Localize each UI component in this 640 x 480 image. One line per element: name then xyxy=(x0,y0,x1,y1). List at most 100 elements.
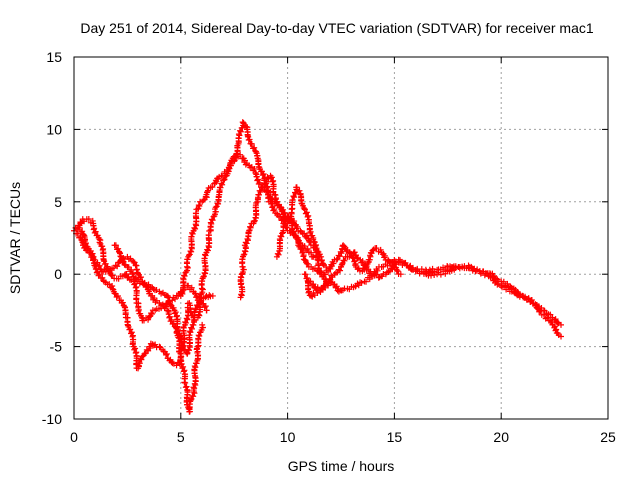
data-point xyxy=(191,385,198,392)
data-point xyxy=(537,308,544,314)
data-point xyxy=(180,363,187,370)
data-point xyxy=(314,256,321,263)
data-point xyxy=(278,233,285,240)
series-track-8 xyxy=(273,213,404,278)
plot-frame xyxy=(73,56,609,420)
data-point xyxy=(221,176,228,183)
data-point xyxy=(74,230,81,237)
data-point xyxy=(397,271,404,278)
data-point xyxy=(243,240,250,247)
data-point xyxy=(119,299,126,306)
data-point xyxy=(189,230,196,237)
data-point xyxy=(92,228,99,235)
data-point xyxy=(373,245,380,252)
x-tick-label: 15 xyxy=(387,429,403,445)
data-point xyxy=(109,285,116,292)
series-track-10 xyxy=(305,249,565,340)
data-point xyxy=(187,396,194,403)
data-point xyxy=(237,128,244,135)
data-point xyxy=(94,259,101,266)
data-point xyxy=(366,276,373,283)
data-point xyxy=(128,266,135,273)
data-point xyxy=(172,309,179,316)
data-point xyxy=(150,286,157,293)
data-point xyxy=(240,252,247,259)
data-point xyxy=(397,258,404,265)
data-point xyxy=(136,360,143,367)
y-tick-label: -10 xyxy=(42,411,62,427)
y-tick-label: 10 xyxy=(46,121,62,137)
data-point xyxy=(516,293,523,300)
data-point xyxy=(114,293,121,300)
data-point xyxy=(384,262,391,269)
data-point xyxy=(172,296,179,303)
data-point xyxy=(91,225,98,232)
data-point xyxy=(260,183,267,190)
data-point xyxy=(147,345,154,352)
data-point xyxy=(239,119,246,126)
data-point xyxy=(368,250,375,257)
data-point xyxy=(85,216,92,223)
axes: 0 5 10 15 20 25 -10 -5 0 5 10 15 xyxy=(42,49,616,445)
data-point xyxy=(553,326,560,333)
data-point xyxy=(307,249,314,256)
data-point xyxy=(275,251,282,258)
data-point xyxy=(304,260,311,267)
data-point xyxy=(159,301,166,308)
data-point xyxy=(304,213,311,220)
data-point xyxy=(257,189,264,196)
data-point xyxy=(167,301,174,308)
data-point xyxy=(449,264,456,271)
data-point xyxy=(168,316,175,323)
data-point xyxy=(311,239,318,246)
data-point xyxy=(374,267,381,274)
data-point xyxy=(91,256,98,263)
data-point xyxy=(330,260,337,267)
x-tick-label: 5 xyxy=(177,429,185,445)
data-point xyxy=(515,290,522,297)
data-point xyxy=(206,292,213,299)
data-point xyxy=(208,220,215,227)
chart-title: Day 251 of 2014, Sidereal Day-to-day VTE… xyxy=(80,20,593,36)
data-point xyxy=(163,350,170,357)
data-point xyxy=(251,218,258,225)
data-point xyxy=(333,256,340,263)
data-point xyxy=(337,267,344,274)
data-point xyxy=(186,251,193,258)
data-point xyxy=(479,268,486,275)
x-tick-label: 0 xyxy=(70,429,78,445)
x-tick-label: 25 xyxy=(600,429,616,445)
data-point xyxy=(176,330,183,337)
data-point xyxy=(109,272,116,279)
data-point xyxy=(118,255,125,262)
data-point xyxy=(314,284,321,291)
data-point xyxy=(493,278,500,285)
data-point xyxy=(200,273,207,280)
x-axis-title: GPS time / hours xyxy=(288,458,395,474)
data-point xyxy=(240,266,247,273)
data-point xyxy=(418,266,425,273)
y-axis-title: SDTVAR / TECUs xyxy=(7,182,23,294)
data-point xyxy=(236,132,243,139)
data-point xyxy=(148,311,155,318)
data-point xyxy=(242,245,249,252)
data-point xyxy=(162,351,169,358)
data-point xyxy=(296,187,303,194)
data-point xyxy=(181,272,188,279)
data-point xyxy=(394,268,401,275)
data-point xyxy=(209,217,216,224)
data-point xyxy=(199,321,206,328)
data-point xyxy=(185,252,192,259)
data-point xyxy=(202,303,209,310)
data-point xyxy=(79,228,86,235)
data-point xyxy=(203,307,210,314)
data-point xyxy=(114,263,121,270)
y-tick-label: 5 xyxy=(54,194,62,210)
data-point xyxy=(303,209,310,216)
data-point xyxy=(437,271,444,278)
data-point xyxy=(125,273,132,280)
series-track-7 xyxy=(237,172,330,301)
data-point xyxy=(359,258,366,265)
data-point xyxy=(325,268,332,275)
